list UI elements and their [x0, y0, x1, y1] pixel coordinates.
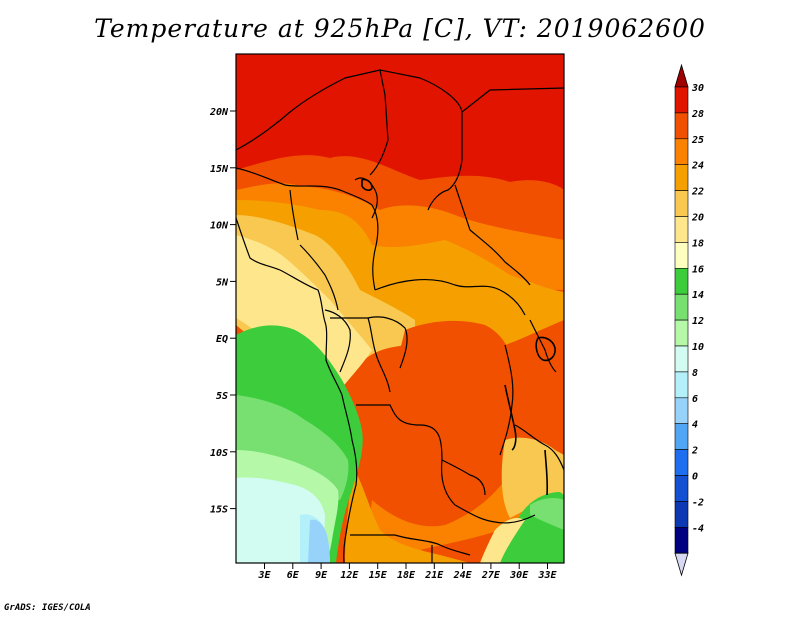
border-car [374, 278, 526, 316]
lat-tick-label: 10N [210, 221, 229, 232]
colorbar-swatch [674, 475, 689, 502]
lat-tick-label: EQ [216, 334, 228, 345]
band-22-24-south [345, 470, 470, 563]
lake-malawi [544, 449, 549, 496]
colorbar-swatch [674, 449, 689, 476]
border-north-1 [236, 69, 389, 176]
lon-tick-label: 6E [287, 570, 300, 581]
colorbar-level-label: 24 [691, 161, 704, 172]
lon-tick-label: 12E [340, 570, 359, 581]
colorbar-level-label: 0 [692, 472, 698, 483]
lakes [361, 178, 556, 496]
lon-tick-label: 18E [397, 570, 416, 581]
band-14-16-se [530, 497, 564, 530]
border-angola-e [441, 459, 486, 496]
colorbar-level-label: 4 [692, 420, 698, 431]
border-east-drc [499, 344, 514, 456]
lon-tick-label: 27E [481, 570, 501, 581]
colorbar-swatch [674, 216, 689, 243]
colorbar-level-label: 20 [691, 213, 704, 224]
lon-tick-label: 15E [369, 570, 388, 581]
border-nigeria [289, 189, 299, 241]
colorbar-swatch [674, 138, 689, 166]
colorbar-swatch [674, 190, 689, 217]
lat-tick-label: 15N [210, 164, 229, 175]
lake-chad [361, 178, 373, 191]
map-frame [235, 53, 565, 564]
band-25-28-center [376, 320, 513, 516]
border-gabon [324, 309, 351, 373]
border-drc-congo [367, 316, 408, 369]
border-zambia [440, 459, 536, 524]
colorbar-top-arrow [674, 63, 689, 88]
colorbar-level-label: 30 [691, 83, 704, 94]
border-sahel [236, 167, 373, 206]
colorbar-level-label: 12 [692, 316, 704, 327]
band-18-20-se [480, 518, 525, 563]
lon-tick-label: 3E [257, 570, 271, 581]
colorbar-swatch [674, 112, 689, 140]
colorbar-level-label: -2 [692, 497, 704, 508]
lat-tick-label: 20N [209, 107, 229, 118]
latitude-axis: 20N 15N 10N 5N EQ 5S 10S 15S [209, 107, 236, 516]
colorbar-level-label: -4 [692, 523, 704, 534]
lat-tick-label: 5S [216, 391, 228, 402]
lon-tick-label: 24E [453, 570, 473, 581]
colorbar-level-label: 18 [692, 238, 704, 249]
border-tanzania [514, 424, 564, 471]
lake-tanganyika [504, 384, 517, 451]
lake-victoria [535, 336, 556, 362]
lat-tick-label: 5N [216, 277, 229, 288]
border-cameroon [299, 244, 339, 311]
colorbar-level-label: 16 [692, 264, 704, 275]
colorbar-level-label: 28 [691, 109, 704, 120]
colorbar-swatch [674, 242, 689, 269]
colorbar-swatch [674, 319, 689, 347]
colorbar-swatch [674, 345, 689, 373]
colorbar-swatch [674, 293, 689, 321]
chart-title: Temperature at 925hPa [C], VT: 201906260… [94, 14, 706, 43]
colorbar-swatch [674, 501, 689, 528]
colorbar-level-label: 14 [692, 290, 704, 301]
colorbar-swatch [674, 397, 689, 424]
band-18-20 [236, 235, 372, 390]
border-north-3 [461, 87, 564, 113]
band-6-8 [308, 519, 330, 563]
lat-tick-label: 15S [210, 505, 228, 516]
colorbar-swatch [674, 526, 689, 554]
lon-tick-label: 9E [315, 570, 328, 581]
colorbar-level-label: 25 [691, 135, 704, 146]
lon-tick-label: 33E [537, 570, 557, 581]
colorbar-swatch [674, 371, 689, 399]
border-drc-west [330, 317, 391, 393]
border-angola-n [356, 404, 443, 461]
border-sudan [454, 184, 531, 286]
temperature-field [236, 54, 564, 563]
longitude-axis: 3E 6E 9E 12E 15E 18E 21E 24E 27E 30E 33E [257, 563, 558, 581]
lat-tick-label: 10S [210, 448, 228, 459]
colorbar-level-label: 2 [691, 446, 698, 457]
colorbar-level-label: 8 [692, 368, 698, 379]
border-central-ns [371, 204, 379, 291]
colorbar-level-label: 22 [691, 187, 704, 198]
country-borders [236, 69, 564, 563]
lon-tick-label: 21E [424, 570, 444, 581]
lon-tick-label: 30E [509, 570, 529, 581]
border-chad-sudan [427, 159, 463, 211]
colorbar-swatch [674, 86, 689, 114]
coastline [236, 217, 358, 563]
colorbar-level-label: 10 [692, 342, 704, 353]
border-lakes [529, 319, 557, 373]
colorbar-swatch [674, 267, 689, 295]
colorbar-swatch [674, 164, 689, 191]
grads-credit: GrADS: IGES/COLA [4, 603, 91, 613]
colorbar-bottom-arrow [674, 552, 689, 577]
colorbar-level-label: 6 [692, 394, 698, 405]
border-namibia [350, 534, 471, 556]
colorbar-swatch [674, 423, 689, 450]
